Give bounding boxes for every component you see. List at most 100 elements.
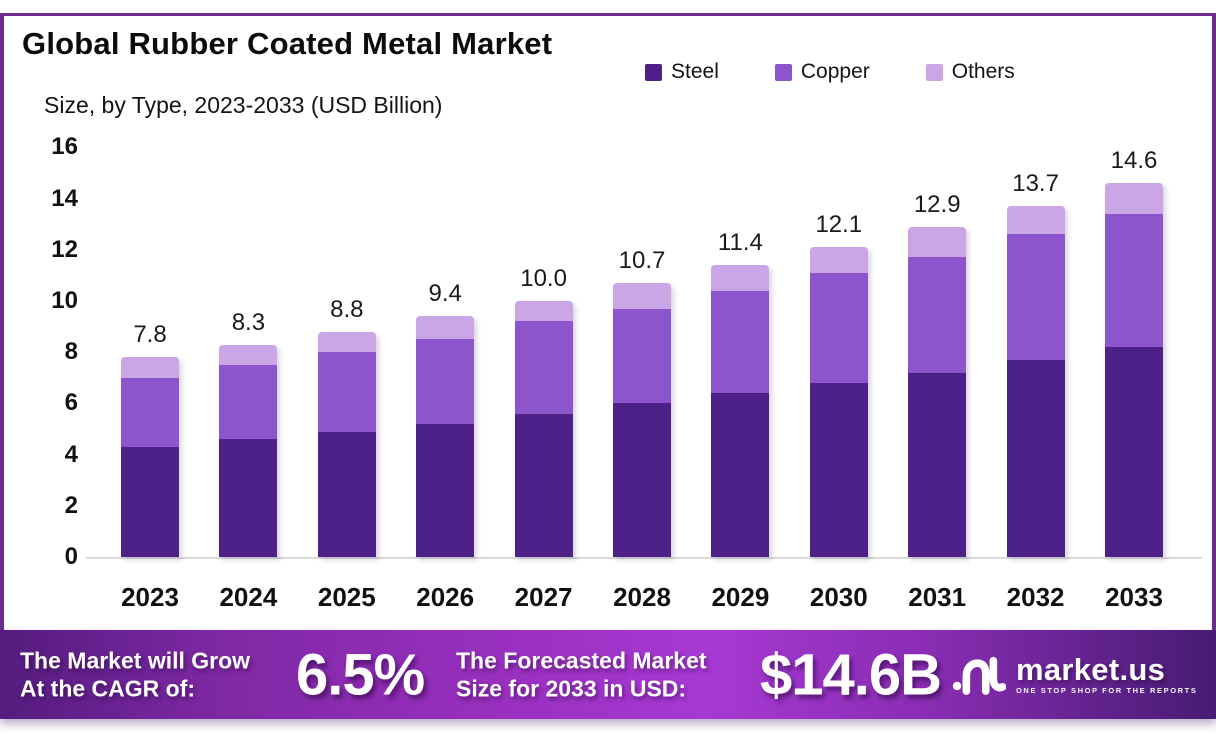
cagr-value: 6.5%: [296, 642, 425, 707]
bar-segment-2023-steel: [121, 446, 179, 557]
legend-swatch-steel: [645, 63, 662, 81]
x-axis-tick-2027: 2027: [514, 582, 573, 612]
logo-name: market.us: [1016, 651, 1166, 687]
x-axis-tick-2024: 2024: [219, 582, 278, 612]
bar-segment-2029-copper: [711, 290, 770, 394]
forecast-label-line2: Size for 2033 in USD:: [456, 675, 687, 702]
legend-label: Steel: [671, 60, 719, 83]
bar-segment-2028-others: [613, 283, 671, 309]
bar-segment-2033-steel: [1105, 347, 1163, 557]
bar-segment-2027-others: [514, 301, 573, 322]
bar-2023: [121, 357, 179, 557]
y-axis-tick-14: 14: [51, 184, 78, 212]
bar-segment-2032-steel: [1006, 359, 1065, 557]
bar-segment-2023-copper: [121, 377, 179, 447]
y-axis-tick-12: 12: [51, 235, 78, 263]
bar-segment-2029-others: [711, 265, 770, 291]
bar-2025: [317, 331, 376, 557]
bar-segment-2024-steel: [219, 439, 278, 557]
page-subtitle: Size, by Type, 2023-2033 (USD Billion): [44, 92, 443, 118]
cagr-label: The Market will Grow At the CAGR of:: [20, 646, 250, 704]
y-axis-tick-10: 10: [51, 287, 78, 314]
bar-segment-2024-copper: [219, 364, 278, 440]
forecast-label: The Forecasted Market Size for 2033 in U…: [456, 646, 707, 704]
bar-segment-2025-copper: [317, 352, 376, 432]
bar-2033: [1105, 183, 1163, 557]
x-axis-tick-2025: 2025: [317, 582, 376, 612]
cagr-label-line2: At the CAGR of:: [20, 675, 196, 702]
logo-text: market.us ONE STOP SHOP FOR THE REPORTS: [1016, 651, 1198, 695]
bar-segment-2030-copper: [809, 272, 868, 383]
bar-segment-2026-copper: [416, 339, 475, 424]
bar-segment-2032-copper: [1006, 234, 1065, 360]
market-us-logo: market.us ONE STOP SHOP FOR THE REPORTS: [952, 654, 1197, 696]
x-axis-tick-2030: 2030: [809, 582, 868, 612]
legend-item-copper: Copper: [774, 60, 870, 84]
bar-2030: [809, 247, 868, 557]
x-axis-tick-2023: 2023: [121, 582, 179, 612]
market-us-logo-icon: [952, 656, 1006, 695]
bar-total-label-2031: 12.9: [913, 190, 961, 218]
x-axis-tick-2026: 2026: [416, 582, 475, 612]
bar-total-label-2028: 10.7: [618, 247, 666, 275]
bar-2027: [514, 301, 573, 557]
forecast-label-line1: The Forecasted Market: [456, 646, 707, 673]
bar-segment-2031-copper: [908, 257, 967, 373]
bar-2028: [613, 283, 671, 557]
legend-swatch-others: [925, 63, 943, 81]
bar-total-label-2032: 13.7: [1012, 170, 1059, 198]
bar-segment-2033-others: [1105, 183, 1163, 214]
bar-segment-2025-steel: [317, 431, 376, 557]
legend: Steel Copper Others: [645, 60, 1015, 84]
bar-total-label-2026: 9.4: [428, 280, 462, 308]
bar-segment-2028-copper: [613, 308, 671, 404]
bar-2029: [711, 265, 770, 557]
bar-segment-2025-others: [317, 331, 376, 353]
bar-total-label-2030: 12.1: [815, 211, 863, 239]
bar-2026: [416, 316, 475, 557]
bar-total-label-2024: 8.3: [231, 308, 266, 336]
bar-segment-2031-others: [908, 226, 967, 258]
x-axis-tick-2028: 2028: [613, 582, 671, 612]
bar-segment-2027-copper: [514, 321, 573, 414]
bar-total-label-2025: 8.8: [330, 295, 364, 323]
legend-label: Others: [951, 60, 1015, 83]
y-axis-tick-16: 16: [51, 133, 78, 161]
bar-segment-2033-copper: [1105, 213, 1163, 348]
x-axis-tick-2032: 2032: [1006, 582, 1065, 612]
bar-segment-2027-steel: [514, 413, 573, 557]
bar-total-label-2023: 7.8: [133, 321, 167, 349]
x-axis-tick-2031: 2031: [908, 582, 967, 612]
cagr-label-line1: The Market will Grow: [20, 646, 251, 673]
y-axis-tick-8: 8: [64, 338, 78, 366]
legend-item-steel: Steel: [645, 60, 719, 84]
y-axis-tick-6: 6: [64, 389, 78, 417]
y-axis-tick-2: 2: [64, 491, 78, 519]
bar-segment-2023-others: [121, 357, 179, 378]
bar-segment-2032-others: [1006, 206, 1065, 235]
bar-segment-2024-others: [219, 344, 278, 365]
bottom-banner: The Market will Grow At the CAGR of: 6.5…: [0, 630, 1216, 719]
bar-segment-2026-others: [416, 316, 475, 340]
forecast-value: $14.6B: [760, 642, 942, 707]
bar-total-label-2033: 14.6: [1110, 147, 1158, 175]
legend-item-others: Others: [925, 60, 1015, 84]
bar-segment-2029-steel: [711, 393, 770, 557]
x-axis-line: [86, 557, 1202, 559]
page-title: Global Rubber Coated Metal Market: [22, 26, 553, 61]
x-axis-tick-2029: 2029: [711, 582, 770, 612]
bar-total-label-2029: 11.4: [717, 229, 763, 257]
legend-swatch-copper: [774, 63, 792, 81]
bar-segment-2030-others: [809, 247, 868, 273]
bar-segment-2031-steel: [908, 372, 967, 557]
x-axis-tick-2033: 2033: [1105, 582, 1163, 612]
bar-segment-2028-steel: [613, 403, 671, 557]
y-axis-tick-0: 0: [64, 543, 78, 570]
bar-2032: [1006, 206, 1065, 557]
logo-tagline: ONE STOP SHOP FOR THE REPORTS: [1016, 685, 1198, 695]
bar-2024: [219, 344, 278, 557]
y-axis-tick-4: 4: [64, 440, 78, 468]
bar-2031: [908, 226, 967, 557]
bar-total-label-2027: 10.0: [520, 265, 567, 292]
